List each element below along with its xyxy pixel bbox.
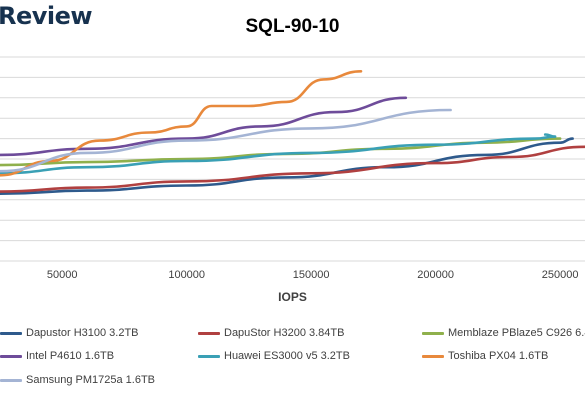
legend-swatch bbox=[422, 354, 444, 358]
legend-item: Intel P4610 1.6TB bbox=[0, 350, 114, 362]
x-axis-label: IOPS bbox=[278, 290, 307, 304]
x-tick-label: 200000 bbox=[417, 269, 454, 281]
x-tick-label: 250000 bbox=[542, 269, 579, 281]
legend-item: Huawei ES3000 v5 3.2TB bbox=[198, 350, 350, 362]
legend-item: Dapustor H3100 3.2TB bbox=[0, 327, 139, 339]
legend-label: DapuStor H3200 3.84TB bbox=[224, 327, 345, 339]
legend-swatch bbox=[0, 378, 22, 382]
x-tick-label: 50000 bbox=[47, 269, 78, 281]
legend-item: DapuStor H3200 3.84TB bbox=[198, 327, 344, 339]
legend-item: Samsung PM1725a 1.6TB bbox=[0, 374, 155, 386]
legend-swatch bbox=[198, 331, 220, 335]
x-tick-labels: 50000 100000 150000 200000 250000 bbox=[47, 269, 579, 281]
series-lines bbox=[0, 70, 585, 195]
legend-label: Huawei ES3000 v5 3.2TB bbox=[224, 350, 350, 362]
legend-item: Memblaze PBlaze5 C926 6.4TB bbox=[422, 327, 585, 339]
chart-title: SQL-90-10 bbox=[245, 16, 340, 37]
legend-item: Toshiba PX04 1.6TB bbox=[422, 350, 548, 362]
x-tick-label: 100000 bbox=[168, 269, 205, 281]
series-line-6 bbox=[0, 108, 452, 173]
series-line-0 bbox=[0, 137, 574, 195]
legend-label: Memblaze PBlaze5 C926 6.4TB bbox=[448, 327, 585, 339]
legend-label: Samsung PM1725a 1.6TB bbox=[26, 374, 156, 386]
x-tick-label: 150000 bbox=[293, 269, 330, 281]
series-line-4 bbox=[0, 133, 557, 175]
legend-swatch bbox=[422, 331, 444, 335]
site-logo: Review bbox=[0, 2, 93, 30]
series-line-1 bbox=[0, 145, 585, 193]
legend-label: Intel P4610 1.6TB bbox=[26, 350, 115, 362]
legend-swatch bbox=[0, 354, 22, 358]
gridlines bbox=[0, 56, 585, 262]
legend-swatch bbox=[0, 331, 22, 335]
legend-label: Dapustor H3100 3.2TB bbox=[26, 327, 139, 339]
legend-label: Toshiba PX04 1.6TB bbox=[448, 350, 549, 362]
legend-swatch bbox=[198, 354, 220, 358]
legend: Dapustor H3100 3.2TB DapuStor H3200 3.84T… bbox=[0, 322, 585, 401]
